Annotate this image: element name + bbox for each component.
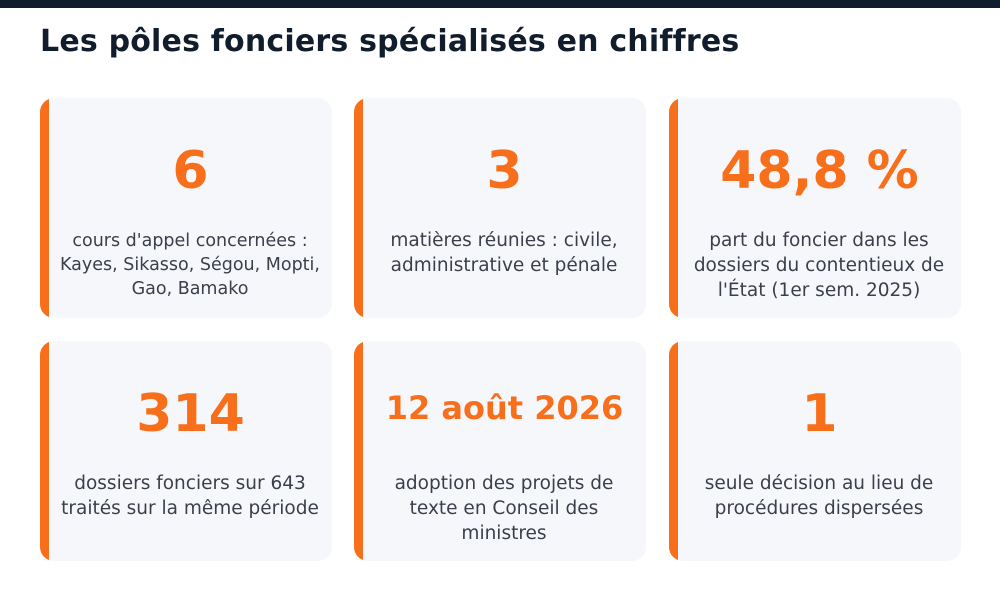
stat-value: 12 août 2026 — [385, 389, 624, 427]
stat-card-adoption-date: 12 août 2026 adoption des projets de tex… — [354, 341, 646, 561]
stat-value: 1 — [801, 384, 838, 444]
stat-label: part du foncier dans les dossiers du con… — [693, 230, 945, 301]
stat-label: matières réunies : civile, administrativ… — [390, 230, 618, 276]
stat-card-land-share: 48,8 % part du foncier dans les dossiers… — [669, 98, 961, 318]
stat-label: seule décision au lieu de procédures dis… — [704, 473, 934, 519]
stat-card-appeal-courts: 6 cours d'appel concernées : Kayes, Sika… — [40, 98, 332, 318]
card-accent-bar — [354, 341, 363, 561]
stat-card-land-cases: 314 dossiers fonciers sur 643 traités su… — [40, 341, 332, 561]
card-accent-bar — [669, 98, 678, 318]
stat-label: cours d'appel concernées : Kayes, Sikass… — [60, 231, 320, 299]
card-accent-bar — [40, 341, 49, 561]
card-accent-bar — [40, 98, 49, 318]
stat-card-single-decision: 1 seule décision au lieu de procédures d… — [669, 341, 961, 561]
page-title: Les pôles fonciers spécialisés en chiffr… — [40, 24, 740, 59]
stat-value: 6 — [172, 141, 209, 201]
stat-card-subject-matters: 3 matières réunies : civile, administrat… — [354, 98, 646, 318]
top-bar — [0, 0, 1000, 8]
stat-value: 314 — [136, 384, 245, 444]
stat-value: 3 — [486, 141, 523, 201]
card-accent-bar — [669, 341, 678, 561]
card-accent-bar — [354, 98, 363, 318]
stat-label: dossiers fonciers sur 643 traités sur la… — [61, 473, 319, 519]
stat-value: 48,8 % — [720, 141, 919, 201]
stat-label: adoption des projets de texte en Conseil… — [394, 473, 614, 544]
